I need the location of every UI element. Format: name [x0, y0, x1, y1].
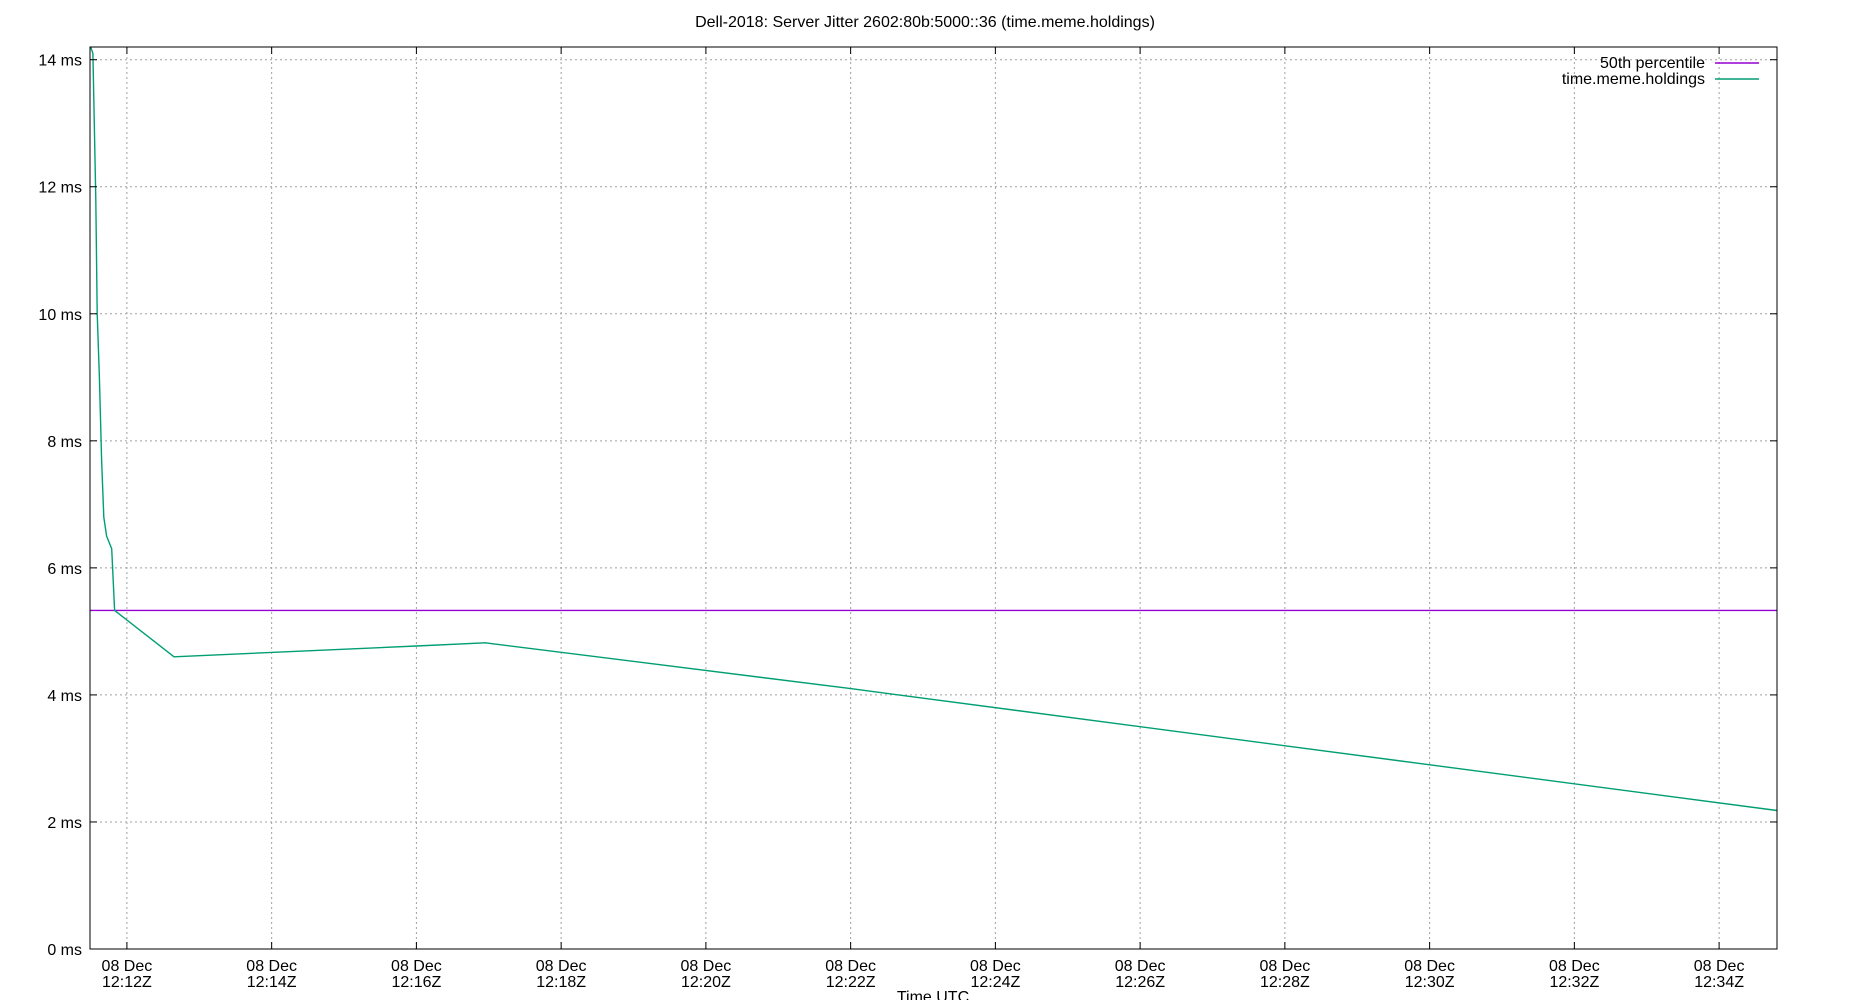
x-tick-label-time: 12:12Z — [102, 974, 152, 991]
x-tick-label-time: 12:28Z — [1260, 974, 1310, 991]
x-tick-label-time: 12:30Z — [1405, 974, 1455, 991]
x-tick-label-time: 12:32Z — [1549, 974, 1599, 991]
x-tick-label-date: 08 Dec — [1260, 958, 1311, 975]
x-tick-label-time: 12:18Z — [536, 974, 586, 991]
grid — [90, 47, 1777, 949]
x-tick-label-date: 08 Dec — [102, 958, 153, 975]
x-tick-label-time: 12:34Z — [1694, 974, 1744, 991]
x-tick-label-date: 08 Dec — [825, 958, 876, 975]
y-tick-label: 2 ms — [47, 815, 82, 832]
y-tick-label: 12 ms — [38, 180, 82, 197]
x-tick-label-date: 08 Dec — [681, 958, 732, 975]
x-tick-label-date: 08 Dec — [536, 958, 587, 975]
x-tick-label-date: 08 Dec — [970, 958, 1021, 975]
x-tick-label-date: 08 Dec — [1115, 958, 1166, 975]
x-tick-label-time: 12:20Z — [681, 974, 731, 991]
series-layer — [90, 46, 1778, 812]
x-tick-label-time: 12:22Z — [826, 974, 876, 991]
x-tick-label-date: 08 Dec — [391, 958, 442, 975]
legend-label-50th-percentile: 50th percentile — [1600, 55, 1705, 72]
x-tick-label-time: 12:16Z — [391, 974, 441, 991]
x-tick-label-date: 08 Dec — [1694, 958, 1745, 975]
x-axis-label: Time UTC — [897, 989, 969, 1000]
y-tick-label: 4 ms — [47, 688, 82, 705]
chart-title: Dell-2018: Server Jitter 2602:80b:5000::… — [695, 14, 1155, 31]
y-tick-label: 6 ms — [47, 561, 82, 578]
x-tick-label-time: 12:26Z — [1115, 974, 1165, 991]
legend-label-time-meme-holdings: time.meme.holdings — [1562, 71, 1705, 88]
y-axis: 0 ms 2 ms 4 ms 6 ms 8 ms 10 ms 12 ms 14 ms — [38, 53, 1777, 959]
x-tick-label-date: 08 Dec — [1549, 958, 1600, 975]
x-tick-label-date: 08 Dec — [246, 958, 297, 975]
y-tick-label: 8 ms — [47, 434, 82, 451]
y-tick-label: 10 ms — [38, 307, 82, 324]
x-tick-label-time: 12:24Z — [970, 974, 1020, 991]
x-tick-label-date: 08 Dec — [1404, 958, 1455, 975]
y-tick-label: 0 ms — [47, 942, 82, 959]
x-tick-label-time: 12:14Z — [247, 974, 297, 991]
plot-frame — [89, 46, 1778, 950]
y-tick-label: 14 ms — [38, 53, 82, 70]
series-line-time-meme-holdings — [90, 46, 1778, 812]
